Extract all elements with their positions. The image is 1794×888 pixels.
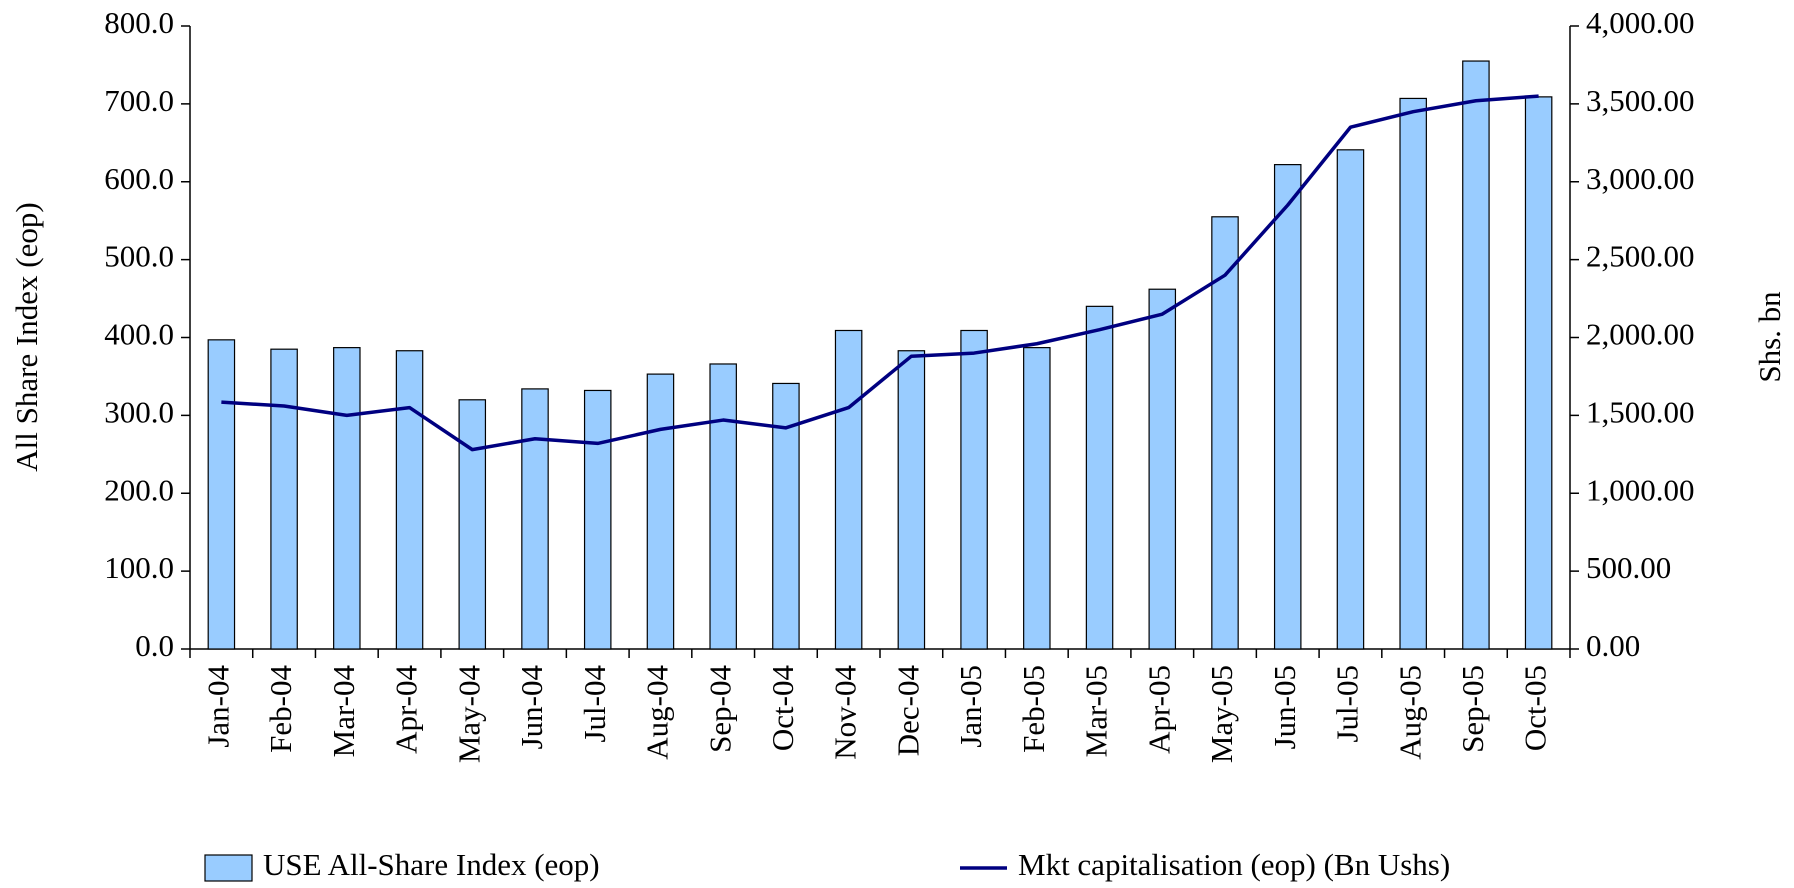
x-tick-label: May-05 [1204, 665, 1239, 763]
y-tick-label: 400.0 [104, 317, 174, 352]
y2-tick-label: 3,000.00 [1586, 161, 1695, 196]
x-tick-label: Oct-05 [1518, 665, 1553, 751]
legend-label: USE All-Share Index (eop) [263, 847, 600, 882]
y2-tick-label: 3,500.00 [1586, 83, 1695, 118]
x-tick-label: Apr-04 [389, 665, 424, 754]
x-tick-label: Mar-04 [326, 665, 361, 758]
bar [270, 348, 298, 650]
x-tick-label: Sep-05 [1455, 665, 1490, 753]
bar [1399, 97, 1427, 650]
y2-tick-label: 2,500.00 [1586, 239, 1695, 274]
y-axis-label: All Share Index (eop) [9, 202, 44, 471]
bar [897, 350, 926, 650]
x-tick-label: Aug-04 [640, 665, 675, 760]
y2-tick-label: 2,000.00 [1586, 317, 1695, 352]
x-tick-label: Feb-05 [1016, 665, 1051, 753]
bar [1524, 96, 1553, 650]
y-tick-label: 300.0 [104, 394, 174, 429]
x-tick-label: Jul-05 [1330, 665, 1365, 743]
x-tick-label: Sep-04 [702, 665, 737, 753]
bar [458, 399, 487, 650]
x-tick-label: Oct-04 [765, 665, 800, 752]
y-tick-label: 600.0 [104, 161, 174, 196]
y-tick-label: 200.0 [104, 472, 174, 507]
bar [834, 329, 863, 650]
bar [1085, 305, 1114, 650]
y-tick-label: 800.0 [104, 5, 174, 40]
bar [333, 347, 361, 650]
y2-tick-label: 500.00 [1586, 550, 1671, 585]
bar [1462, 60, 1490, 650]
x-tick-label: Dec-04 [890, 665, 925, 757]
y-tick-label: 500.0 [104, 239, 174, 274]
bar [709, 363, 737, 650]
bar [1336, 149, 1365, 650]
y2-tick-label: 0.00 [1586, 628, 1640, 663]
y2-axis-label: Shs. bn [1752, 291, 1787, 383]
y-tick-label: 0.0 [135, 628, 174, 663]
x-tick-label: May-04 [451, 665, 486, 764]
x-tick-label: Jul-04 [577, 665, 612, 743]
bar [1211, 216, 1239, 650]
bar [521, 388, 549, 650]
bar [395, 350, 424, 650]
y-tick-label: 700.0 [104, 83, 174, 118]
legend-label: Mkt capitalisation (eop) (Bn Ushs) [1018, 847, 1450, 882]
y2-tick-label: 1,500.00 [1586, 394, 1695, 429]
x-tick-label: Jun-05 [1267, 665, 1302, 749]
x-tick-label: Jan-04 [200, 665, 235, 748]
bar [1148, 288, 1177, 650]
bar [207, 339, 236, 650]
x-tick-label: Jun-04 [514, 665, 549, 750]
y2-tick-label: 1,000.00 [1586, 472, 1695, 507]
bar [646, 373, 675, 650]
y-tick-label: 100.0 [104, 550, 174, 585]
x-tick-label: Mar-05 [1079, 665, 1114, 757]
x-tick-label: Aug-05 [1392, 665, 1427, 760]
y2-tick-label: 4,000.00 [1586, 5, 1695, 40]
x-tick-label: Nov-04 [828, 665, 863, 760]
bar [960, 329, 988, 650]
x-tick-label: Jan-05 [953, 665, 988, 748]
x-tick-label: Apr-05 [1141, 665, 1176, 754]
bar [583, 389, 612, 650]
x-tick-label: Feb-04 [263, 665, 298, 753]
bar [1273, 164, 1302, 650]
line [221, 94, 1539, 452]
bar [1023, 347, 1051, 650]
legend-swatch [204, 854, 253, 882]
